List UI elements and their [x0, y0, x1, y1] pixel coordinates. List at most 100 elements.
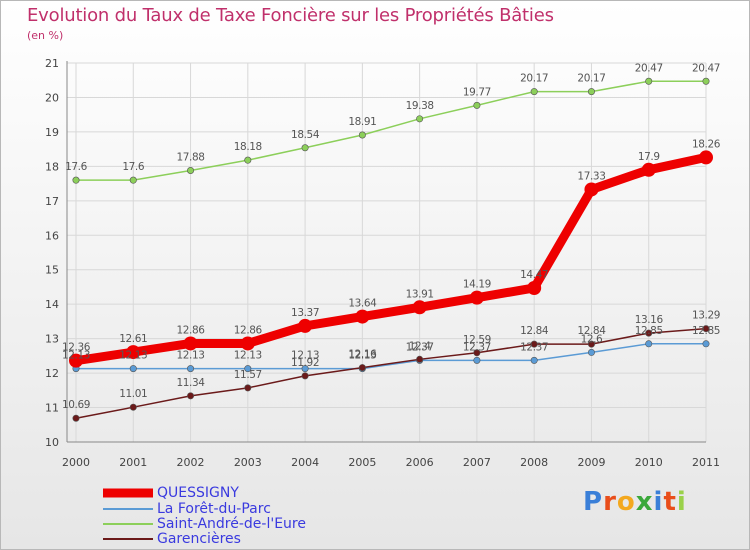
data-label: 18.18 — [234, 141, 262, 153]
data-label: 12.37 — [520, 341, 548, 353]
x-tick-label: 2004 — [291, 456, 319, 469]
y-tick-label: 11 — [45, 402, 59, 415]
data-label: 18.91 — [348, 116, 376, 128]
data-label: 14.47 — [520, 269, 548, 281]
data-label: 12.86 — [177, 324, 206, 336]
data-point — [355, 309, 370, 324]
series-line-2 — [75, 80, 707, 181]
y-tick-label: 18 — [45, 160, 59, 173]
data-label: 17.88 — [177, 151, 205, 163]
legend-item-la-foret-du-parc: La Forêt-du-Parc — [103, 501, 271, 517]
legend-item-saint-andre-de-l-eure: Saint-André-de-l'Eure — [103, 516, 306, 532]
x-tick-label: 2002 — [177, 456, 205, 469]
data-label: 12.84 — [520, 325, 549, 337]
data-point — [584, 182, 599, 197]
data-point — [187, 166, 195, 174]
legend-item-quessigny: QUESSIGNY — [103, 485, 239, 501]
data-label: 13.64 — [348, 298, 377, 310]
data-label: 20.47 — [692, 62, 720, 74]
data-label: 20.17 — [577, 73, 605, 85]
series-line-3 — [75, 327, 707, 419]
data-label: 17.33 — [577, 170, 605, 182]
y-tick-label: 17 — [45, 195, 59, 208]
logo-letter: P — [583, 487, 604, 517]
data-point — [416, 115, 424, 123]
legend-swatch-saint-andre-de-l-eure — [103, 523, 153, 525]
data-point — [587, 348, 595, 356]
data-label: 20.17 — [520, 73, 548, 85]
data-label: 13.37 — [291, 307, 319, 319]
data-point — [301, 144, 309, 152]
data-label: 17.6 — [65, 161, 87, 173]
data-point — [473, 101, 481, 109]
data-point — [702, 325, 710, 333]
logo-letter: r — [603, 487, 617, 517]
data-point — [473, 356, 481, 364]
logo-letter: o — [616, 487, 636, 517]
data-point — [129, 176, 137, 184]
data-label: 10.69 — [62, 399, 90, 411]
data-label: 12.86 — [234, 324, 263, 336]
data-label: 12.13 — [234, 350, 262, 362]
data-point — [129, 365, 137, 373]
x-tick-label: 2000 — [62, 456, 90, 469]
data-point — [702, 77, 710, 85]
data-label: 12.61 — [119, 333, 147, 345]
logo-letter: i — [653, 487, 664, 517]
data-point — [702, 340, 710, 348]
data-point — [645, 340, 653, 348]
data-label: 19.38 — [406, 100, 434, 112]
y-tick-label: 19 — [45, 126, 59, 139]
data-label: 14.19 — [463, 279, 491, 291]
data-point — [187, 392, 195, 400]
data-label: 12.85 — [692, 325, 720, 337]
data-label: 12.4 — [409, 340, 431, 352]
data-label: 12.84 — [577, 325, 606, 337]
data-point — [183, 336, 198, 351]
data-label: 12.13 — [348, 350, 376, 362]
data-point — [244, 384, 252, 392]
data-point — [469, 290, 484, 305]
data-point — [530, 88, 538, 96]
data-label: 12.85 — [635, 325, 663, 337]
data-label: 11.34 — [177, 377, 206, 389]
data-point — [298, 318, 313, 333]
y-tick-label: 10 — [45, 436, 59, 449]
x-tick-label: 2003 — [234, 456, 262, 469]
data-label: 19.77 — [463, 86, 491, 98]
data-point — [530, 340, 538, 348]
legend-label: La Forêt-du-Parc — [157, 501, 271, 517]
data-point — [72, 414, 80, 422]
x-tick-label: 2007 — [463, 456, 491, 469]
series-line-1 — [75, 343, 707, 370]
legend-label: Saint-André-de-l'Eure — [157, 516, 306, 532]
x-tick-label: 2009 — [577, 456, 605, 469]
data-point — [301, 365, 309, 373]
data-label: 12.13 — [177, 350, 205, 362]
legend-swatch-la-foret-du-parc — [103, 508, 153, 510]
data-point — [527, 280, 542, 295]
legend-item-garencieres: Garencières — [103, 531, 241, 547]
y-tick-label: 20 — [45, 91, 59, 104]
data-label: 13.16 — [635, 314, 664, 326]
data-label: 18.54 — [291, 129, 320, 141]
y-tick-label: 13 — [45, 333, 59, 346]
data-point — [416, 355, 424, 363]
x-tick-label: 2001 — [119, 456, 147, 469]
y-unit-label: (en %) — [27, 29, 64, 42]
data-label: 12.16 — [348, 349, 377, 361]
data-point — [126, 345, 141, 360]
y-tick-label: 16 — [45, 229, 59, 242]
data-point — [645, 329, 653, 337]
x-tick-label: 2010 — [635, 456, 663, 469]
data-label: 12.6 — [581, 333, 603, 345]
x-tick-label: 2005 — [348, 456, 376, 469]
data-point — [301, 372, 309, 380]
proxiti-logo: Proxiti — [583, 487, 687, 517]
data-point — [129, 403, 137, 411]
data-point — [473, 349, 481, 357]
x-tick-label: 2011 — [692, 456, 720, 469]
data-point — [358, 364, 366, 372]
x-tick-label: 2006 — [406, 456, 434, 469]
x-tick-label: 2008 — [520, 456, 548, 469]
